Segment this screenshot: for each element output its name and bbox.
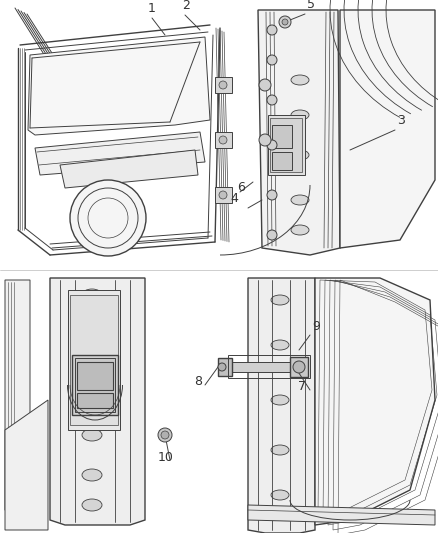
Polygon shape <box>268 115 305 175</box>
Circle shape <box>267 140 277 150</box>
Circle shape <box>282 19 288 25</box>
Text: 7: 7 <box>298 380 306 393</box>
Text: 4: 4 <box>230 192 238 205</box>
Polygon shape <box>290 357 308 377</box>
Polygon shape <box>70 295 118 425</box>
Polygon shape <box>72 355 118 415</box>
Polygon shape <box>230 362 295 372</box>
Polygon shape <box>270 118 302 172</box>
Ellipse shape <box>82 289 102 301</box>
Ellipse shape <box>291 110 309 120</box>
Text: 9: 9 <box>312 320 320 333</box>
Ellipse shape <box>271 340 289 350</box>
Circle shape <box>267 190 277 200</box>
Circle shape <box>267 55 277 65</box>
Circle shape <box>218 363 226 371</box>
Polygon shape <box>215 132 232 148</box>
Text: 3: 3 <box>397 114 405 127</box>
Ellipse shape <box>291 150 309 160</box>
Polygon shape <box>315 278 435 525</box>
Ellipse shape <box>291 75 309 85</box>
Polygon shape <box>50 278 145 525</box>
Ellipse shape <box>291 225 309 235</box>
Ellipse shape <box>291 195 309 205</box>
Polygon shape <box>248 278 315 533</box>
Polygon shape <box>5 280 30 518</box>
Polygon shape <box>77 393 113 408</box>
Circle shape <box>267 95 277 105</box>
Ellipse shape <box>82 429 102 441</box>
Polygon shape <box>248 505 435 525</box>
Ellipse shape <box>271 295 289 305</box>
Circle shape <box>219 191 227 199</box>
Ellipse shape <box>271 395 289 405</box>
Polygon shape <box>77 362 113 390</box>
Circle shape <box>219 81 227 89</box>
Polygon shape <box>272 125 292 148</box>
Circle shape <box>161 431 169 439</box>
Polygon shape <box>258 10 340 255</box>
Polygon shape <box>215 187 232 203</box>
Text: 2: 2 <box>182 0 190 12</box>
Circle shape <box>279 16 291 28</box>
Polygon shape <box>272 152 292 170</box>
Polygon shape <box>218 358 232 376</box>
Ellipse shape <box>82 499 102 511</box>
Polygon shape <box>215 77 232 93</box>
Ellipse shape <box>271 445 289 455</box>
Circle shape <box>158 428 172 442</box>
Circle shape <box>259 134 271 146</box>
Polygon shape <box>60 150 198 188</box>
Polygon shape <box>75 358 115 412</box>
Text: 1: 1 <box>148 2 156 15</box>
Text: 8: 8 <box>194 375 202 388</box>
Circle shape <box>267 230 277 240</box>
Circle shape <box>293 361 305 373</box>
Circle shape <box>219 136 227 144</box>
Ellipse shape <box>271 490 289 500</box>
Text: 5: 5 <box>307 0 315 11</box>
Text: 10: 10 <box>158 451 174 464</box>
Polygon shape <box>5 400 48 530</box>
Circle shape <box>70 180 146 256</box>
Text: 6: 6 <box>237 181 245 194</box>
Polygon shape <box>68 290 120 430</box>
Circle shape <box>259 79 271 91</box>
Polygon shape <box>28 37 210 135</box>
Ellipse shape <box>82 329 102 341</box>
Polygon shape <box>340 10 435 248</box>
Circle shape <box>267 25 277 35</box>
Polygon shape <box>35 132 205 175</box>
Ellipse shape <box>82 379 102 391</box>
Ellipse shape <box>82 469 102 481</box>
